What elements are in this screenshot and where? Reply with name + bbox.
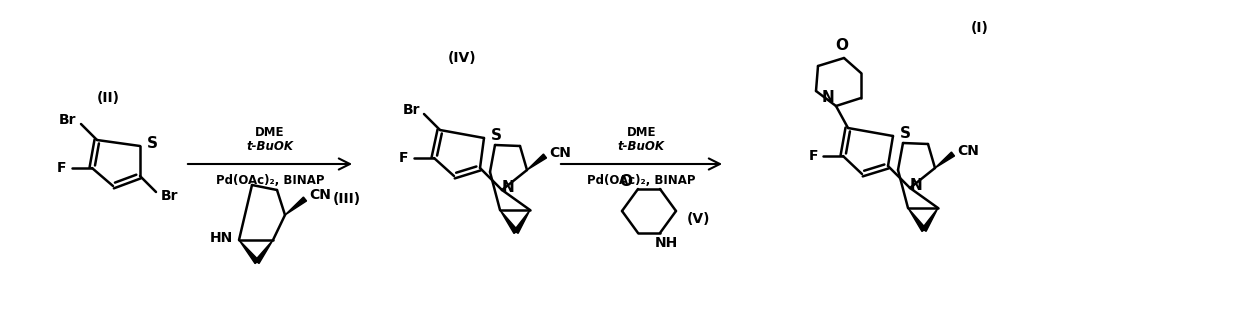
Text: DME: DME	[626, 126, 656, 138]
Text: O: O	[836, 38, 848, 53]
Polygon shape	[921, 208, 937, 231]
Text: CN: CN	[549, 146, 570, 160]
Text: Br: Br	[402, 103, 420, 117]
Text: t-BuOK: t-BuOK	[618, 140, 665, 154]
Text: (II): (II)	[97, 91, 119, 105]
Text: N: N	[910, 178, 923, 194]
Polygon shape	[500, 210, 518, 234]
Polygon shape	[527, 154, 547, 170]
Text: (V): (V)	[686, 212, 709, 226]
Polygon shape	[239, 240, 259, 264]
Text: Pd(OAc)₂, BINAP: Pd(OAc)₂, BINAP	[216, 174, 324, 187]
Text: (IV): (IV)	[448, 51, 476, 65]
Polygon shape	[935, 152, 955, 168]
Text: F: F	[57, 161, 67, 175]
Text: CN: CN	[957, 144, 978, 158]
Text: F: F	[808, 149, 817, 163]
Text: Br: Br	[160, 189, 177, 203]
Polygon shape	[255, 240, 273, 263]
Text: N: N	[822, 91, 835, 106]
Text: DME: DME	[255, 126, 285, 138]
Text: (III): (III)	[332, 192, 361, 206]
Text: NH: NH	[655, 236, 677, 250]
Text: S: S	[146, 136, 157, 152]
Text: HN: HN	[210, 231, 233, 245]
Polygon shape	[908, 208, 926, 232]
Text: S: S	[899, 127, 910, 141]
Text: CN: CN	[309, 188, 331, 202]
Text: S: S	[491, 129, 501, 144]
Text: (I): (I)	[971, 21, 990, 35]
Polygon shape	[513, 210, 529, 233]
Text: O: O	[620, 174, 632, 189]
Text: F: F	[399, 151, 409, 165]
Polygon shape	[285, 197, 306, 215]
Text: Br: Br	[60, 113, 77, 127]
Text: N: N	[502, 180, 515, 195]
Text: Pd(OAc)₂, BINAP: Pd(OAc)₂, BINAP	[588, 174, 696, 187]
Text: t-BuOK: t-BuOK	[247, 140, 294, 154]
